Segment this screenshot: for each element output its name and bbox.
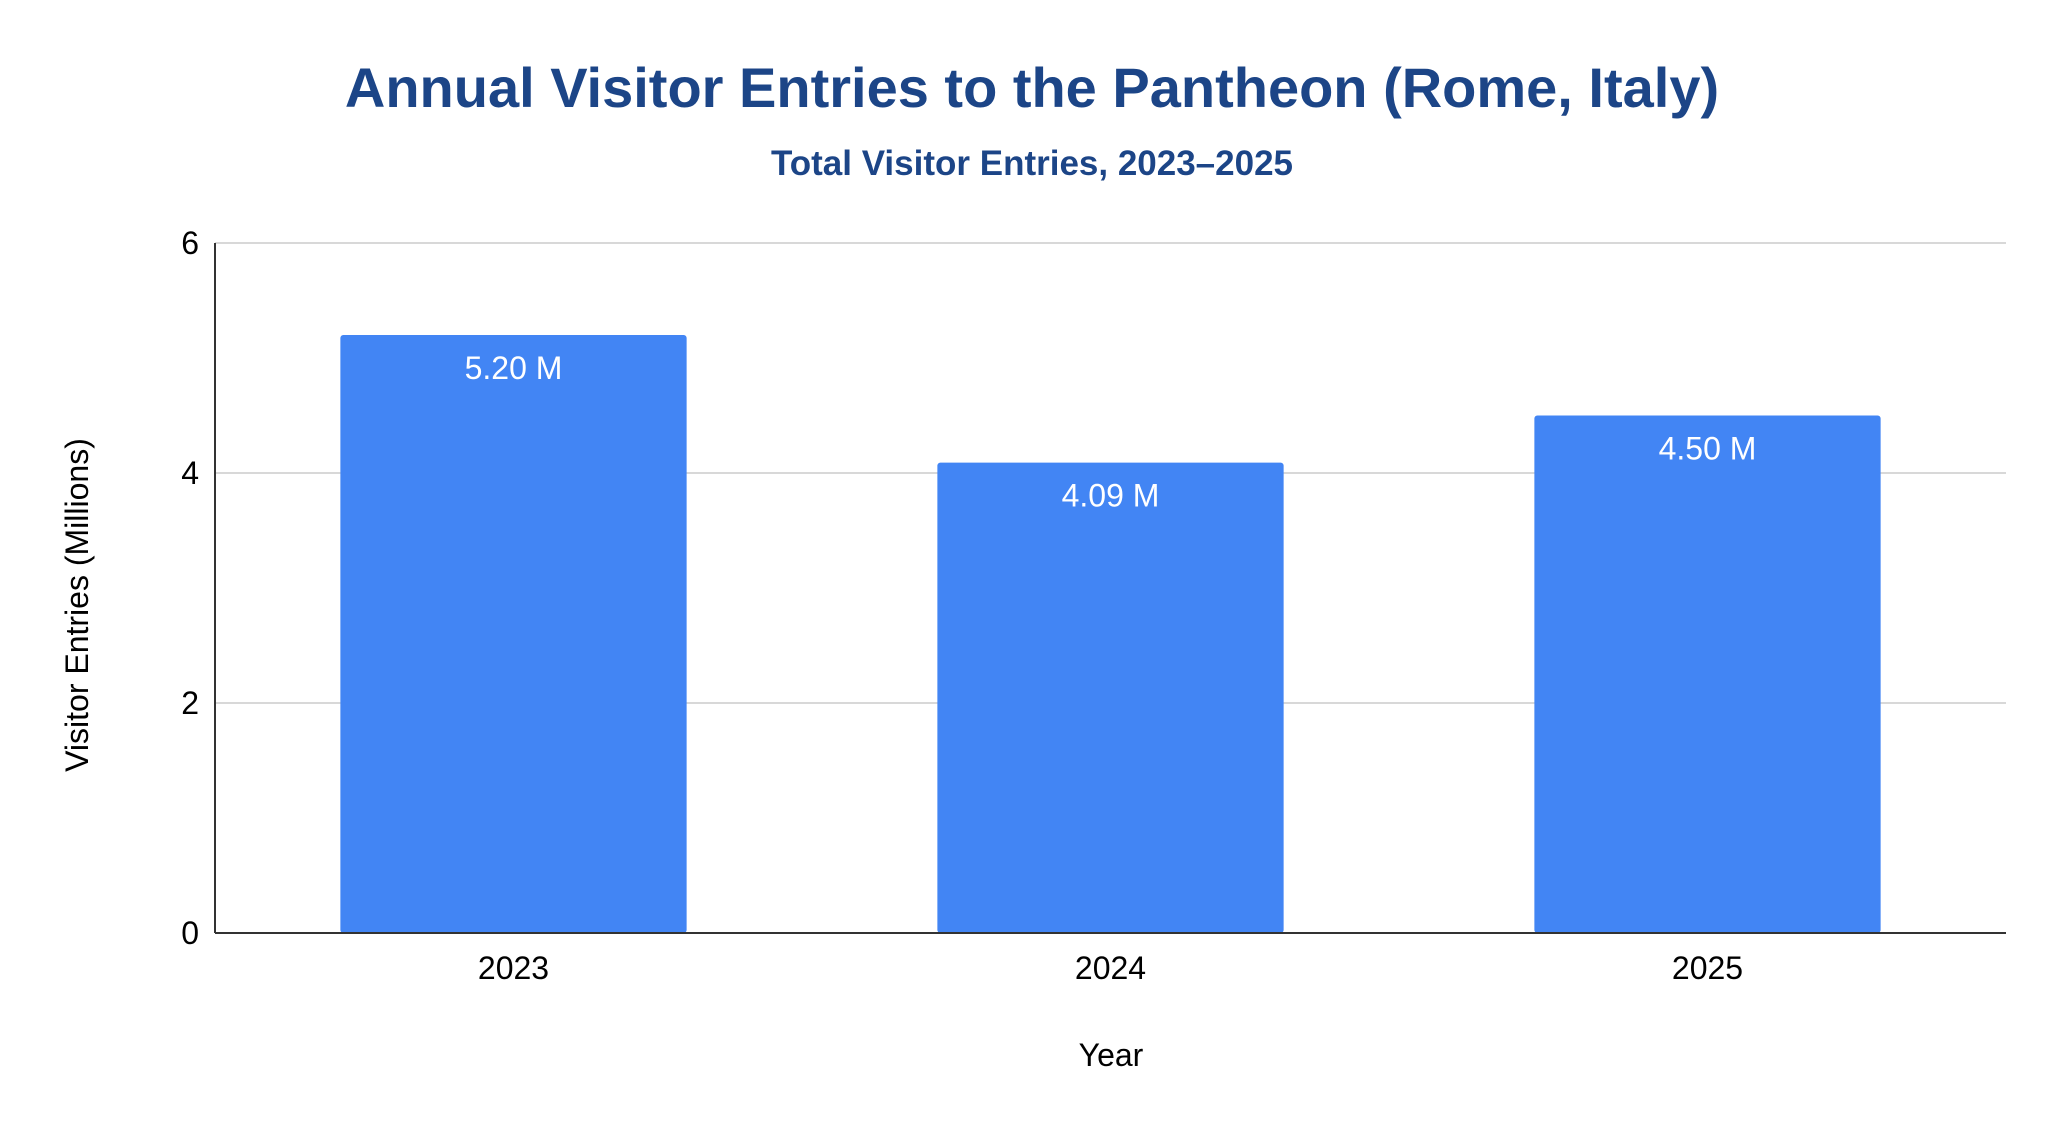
bar-2025 [1534, 415, 1881, 933]
y-axis-title: Visitor Entries (Millions) [59, 438, 95, 772]
x-axis-title: Year [1079, 1037, 1144, 1073]
data-labels: 5.20 M 4.09 M 4.50 M [465, 350, 1757, 514]
x-tick-label: 2025 [1672, 950, 1743, 986]
y-tick-label: 6 [181, 225, 199, 261]
x-tick-label: 2024 [1075, 950, 1146, 986]
data-label: 5.20 M [465, 350, 563, 386]
chart-subtitle: Total Visitor Entries, 2023–2025 [771, 144, 1293, 183]
axes: 0 2 4 6 2023 2024 2025 [181, 225, 2006, 986]
bar-2024 [937, 462, 1284, 933]
chart-title: Annual Visitor Entries to the Pantheon (… [345, 56, 1719, 119]
y-tick-label: 4 [181, 455, 199, 491]
y-tick-label: 0 [181, 915, 199, 951]
y-tick-label: 2 [181, 685, 199, 721]
data-label: 4.09 M [1062, 478, 1160, 514]
x-tick-label: 2023 [478, 950, 549, 986]
bars [340, 335, 1881, 933]
data-label: 4.50 M [1659, 431, 1757, 467]
bar-2023 [340, 335, 687, 933]
